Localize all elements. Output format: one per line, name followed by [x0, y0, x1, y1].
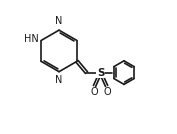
- Text: S: S: [97, 68, 104, 78]
- Text: N: N: [55, 16, 63, 26]
- Text: N: N: [55, 75, 62, 85]
- Text: O: O: [90, 87, 98, 97]
- Text: HN: HN: [24, 34, 38, 44]
- Text: O: O: [103, 87, 111, 97]
